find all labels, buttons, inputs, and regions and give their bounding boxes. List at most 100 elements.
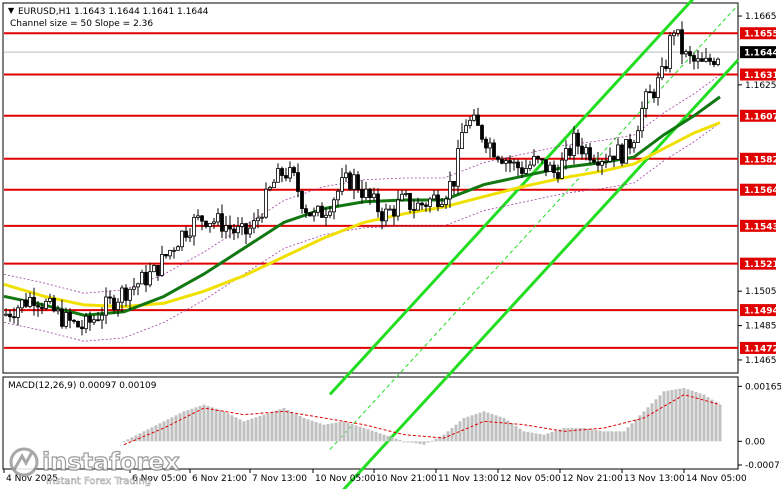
candle-body-78 <box>316 205 320 213</box>
macd-bar-58 <box>354 425 358 442</box>
candle-body-113 <box>456 148 460 187</box>
macd-bar-114 <box>578 428 582 442</box>
macd-bar-31 <box>246 420 250 442</box>
macd-bar-128 <box>634 419 638 442</box>
candle-body-83 <box>336 190 340 201</box>
macd-bar-29 <box>238 419 242 442</box>
candle-body-54 <box>220 213 224 232</box>
candle-body-127 <box>512 161 516 164</box>
macd-bar-51 <box>326 424 330 442</box>
candle-body-42 <box>172 249 176 252</box>
candle-body-135 <box>544 159 548 172</box>
candle-body-22 <box>92 319 96 323</box>
macd-bar-120 <box>602 431 606 442</box>
macd-indicator: 0.00165 0.00 -0.00071 <box>122 382 781 471</box>
candle-body-12 <box>52 297 56 312</box>
macd-bar-48 <box>314 422 318 442</box>
candle-body-26 <box>108 296 112 299</box>
price-candles <box>4 21 720 336</box>
candle-body-14 <box>60 308 64 327</box>
candle-body-152 <box>612 155 616 160</box>
candle-body-15 <box>64 312 68 327</box>
macd-bar-138 <box>674 389 678 442</box>
candle-body-130 <box>524 168 528 174</box>
macd-bar-68 <box>394 438 398 442</box>
macd-bar-95 <box>502 418 506 442</box>
macd-tick-label-0: 0.00165 <box>745 382 781 392</box>
chart-menu-icon[interactable]: ▼ <box>8 6 15 15</box>
macd-tick-label-1: 0.00 <box>745 437 765 447</box>
level-label-3: 1.1582 <box>744 155 779 165</box>
level-label-bg-0 <box>740 27 776 40</box>
candle-body-55 <box>224 225 228 232</box>
level-label-bg-3 <box>740 152 776 165</box>
candle-body-147 <box>592 159 596 163</box>
candle-body-159 <box>640 108 644 132</box>
macd-bar-72 <box>410 441 414 443</box>
lower-band <box>3 122 721 342</box>
candle-body-177 <box>712 60 716 65</box>
candle-body-70 <box>284 175 288 179</box>
candle-body-34 <box>140 271 144 285</box>
macd-bar-93 <box>494 415 498 442</box>
candle-body-104 <box>420 202 424 206</box>
macd-bar-90 <box>482 411 486 442</box>
macd-bar-107 <box>550 432 554 442</box>
candle-body-108 <box>436 194 440 207</box>
macd-bar-15 <box>182 411 186 442</box>
macd-bar-132 <box>650 403 654 442</box>
time-label-3: 7 Nov 13:00 <box>252 474 307 484</box>
macd-bar-119 <box>598 430 602 442</box>
macd-bar-14 <box>178 413 182 442</box>
macd-bar-141 <box>686 389 690 442</box>
macd-bar-110 <box>562 428 566 442</box>
macd-bar-122 <box>610 431 614 442</box>
candle-body-43 <box>176 246 180 251</box>
candle-body-94 <box>380 211 384 222</box>
candle-body-69 <box>280 168 284 176</box>
macd-bar-100 <box>522 431 526 442</box>
macd-bar-52 <box>330 423 334 442</box>
candle-body-38 <box>156 265 160 276</box>
macd-bar-116 <box>586 428 590 442</box>
macd-bar-1 <box>126 439 130 442</box>
macd-bar-106 <box>546 433 550 442</box>
candle-body-150 <box>604 160 608 163</box>
candle-body-129 <box>520 167 524 174</box>
candle-body-9 <box>40 306 44 309</box>
candle-body-167 <box>672 32 676 37</box>
candle-body-92 <box>372 193 376 198</box>
candle-body-28 <box>116 301 120 310</box>
candle-body-31 <box>128 288 132 301</box>
macd-bar-148 <box>714 402 718 442</box>
candle-body-2 <box>12 316 16 319</box>
candle-body-13 <box>56 308 60 312</box>
macd-bar-111 <box>566 428 570 442</box>
candle-body-59 <box>240 223 244 227</box>
macd-bar-37 <box>270 412 274 442</box>
level-label-5: 1.1543 <box>744 222 779 232</box>
macd-bar-50 <box>322 424 326 442</box>
candle-body-103 <box>416 202 420 211</box>
macd-bar-70 <box>402 441 406 443</box>
price-tick-label-2: 1.1505 <box>745 287 777 297</box>
candle-body-0 <box>4 313 8 316</box>
price-tick-label-1: 1.1625 <box>745 81 777 91</box>
candle-body-6 <box>28 296 32 307</box>
macd-bar-30 <box>242 421 246 442</box>
upper-band <box>3 74 721 294</box>
level-label-2: 1.1607 <box>744 112 779 122</box>
candle-body-65 <box>264 188 268 218</box>
macd-bar-91 <box>486 412 490 442</box>
watermark-brand: instaforex <box>42 448 180 476</box>
ma-yellow-line <box>3 121 721 309</box>
candle-body-156 <box>628 139 632 149</box>
candle-body-125 <box>504 160 508 164</box>
macd-bar-129 <box>638 415 642 442</box>
level-label-bg-2 <box>740 109 776 122</box>
macd-bar-61 <box>366 429 370 442</box>
macd-bar-6 <box>146 429 150 442</box>
macd-bar-22 <box>210 407 214 442</box>
macd-bar-8 <box>154 425 158 442</box>
price-tick-label-4: 1.1465 <box>745 356 777 366</box>
